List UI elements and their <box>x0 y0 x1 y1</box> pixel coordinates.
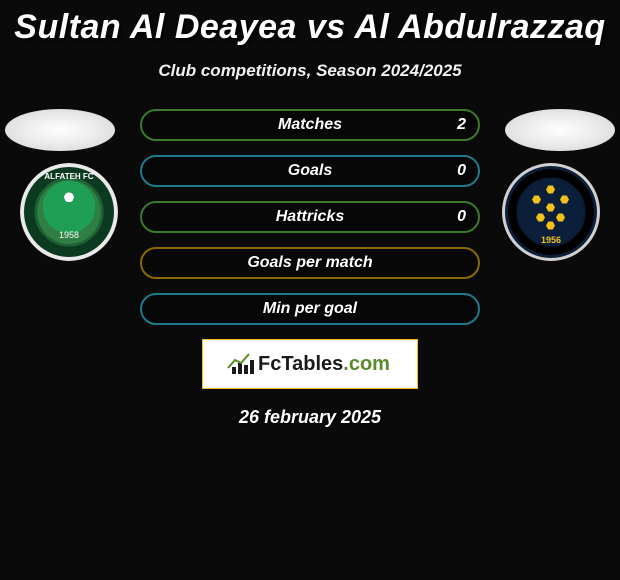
comparison-panel: ALFATEH FC 1958 1956 Matches 2 Goals 0 H… <box>0 109 620 428</box>
stat-right-value: 2 <box>457 116 466 134</box>
player-slot-left <box>5 109 115 151</box>
club-left-name: ALFATEH FC <box>20 173 118 181</box>
logo-text: FcTables.com <box>258 353 390 376</box>
stat-row: Hattricks 0 <box>140 201 480 233</box>
bars-icon <box>230 354 254 374</box>
club-right-star-icon <box>526 183 576 233</box>
stat-row: Min per goal <box>140 293 480 325</box>
footer-date: 26 february 2025 <box>0 407 620 428</box>
fctables-logo: FcTables.com <box>202 339 418 389</box>
club-left-year: 1958 <box>59 230 79 240</box>
stat-row: Goals 0 <box>140 155 480 187</box>
club-badge-right: 1956 <box>502 163 600 261</box>
logo-brand: Fc <box>258 353 281 375</box>
subtitle: Club competitions, Season 2024/2025 <box>0 61 620 81</box>
club-badge-left: ALFATEH FC 1958 <box>20 163 118 261</box>
page-title: Sultan Al Deayea vs Al Abdulrazzaq <box>0 0 620 47</box>
stat-label: Hattricks <box>276 208 344 226</box>
logo-domain: .com <box>343 353 390 375</box>
stat-label: Matches <box>278 116 342 134</box>
logo-rest: Tables <box>281 353 343 375</box>
stat-right-value: 0 <box>457 208 466 226</box>
stat-label: Min per goal <box>263 300 357 318</box>
player-slot-right <box>505 109 615 151</box>
stat-label: Goals per match <box>247 254 372 272</box>
stats-list: Matches 2 Goals 0 Hattricks 0 Goals per … <box>140 109 480 325</box>
stat-row: Matches 2 <box>140 109 480 141</box>
stat-row: Goals per match <box>140 247 480 279</box>
club-right-year: 1956 <box>502 235 600 245</box>
stat-label: Goals <box>288 162 332 180</box>
stat-right-value: 0 <box>457 162 466 180</box>
